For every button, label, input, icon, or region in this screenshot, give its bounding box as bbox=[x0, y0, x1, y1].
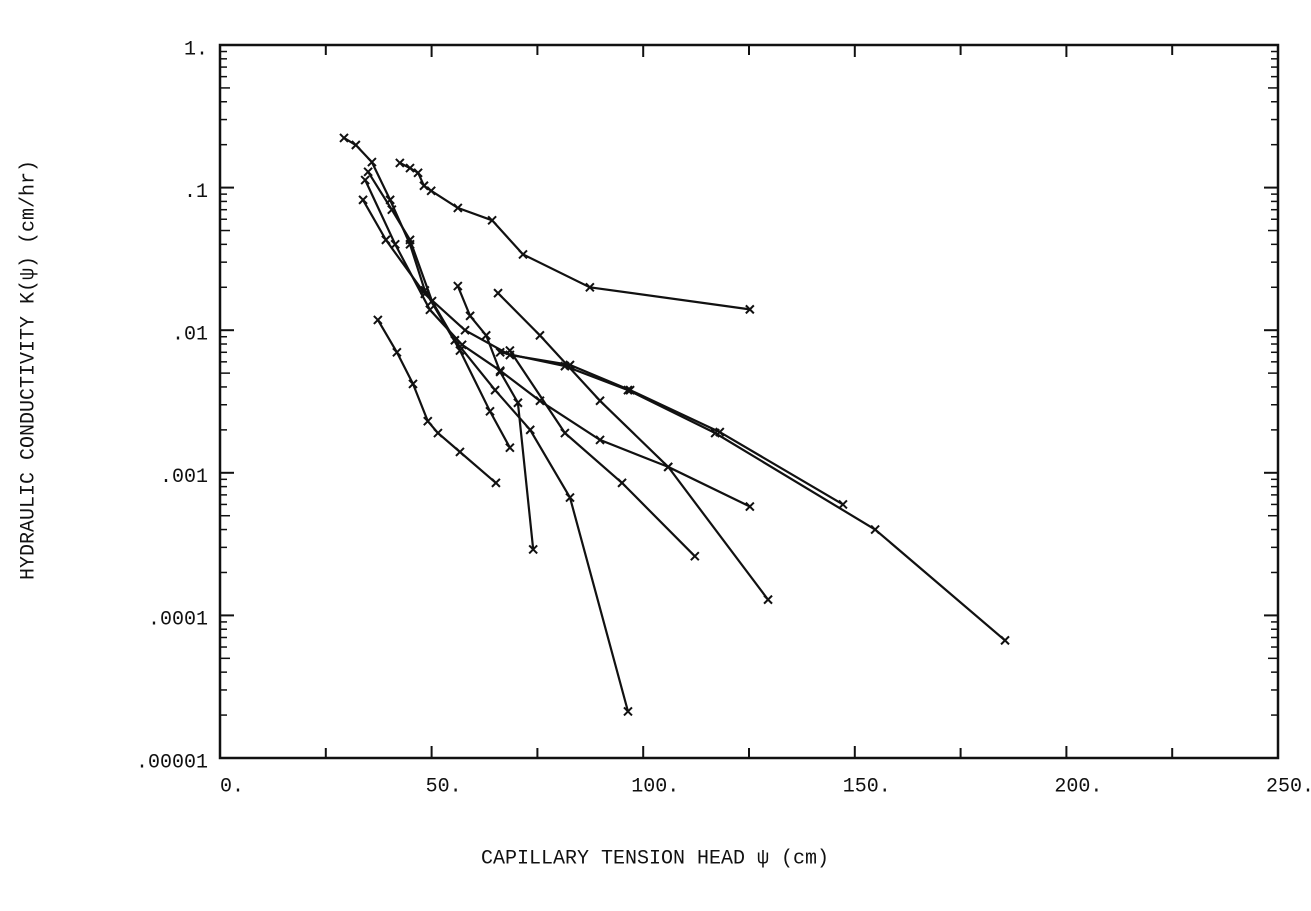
y-tick-label: .1 bbox=[184, 181, 208, 204]
point-marker bbox=[560, 428, 570, 438]
point-marker bbox=[413, 168, 423, 178]
point-marker bbox=[387, 204, 397, 215]
series-line bbox=[499, 351, 1006, 642]
point-marker bbox=[395, 158, 405, 168]
point-marker bbox=[425, 305, 435, 315]
y-tick-label: .00001 bbox=[136, 751, 208, 774]
point-marker bbox=[505, 442, 515, 453]
point-marker bbox=[392, 347, 402, 357]
point-marker bbox=[405, 163, 415, 173]
point-marker bbox=[763, 594, 773, 605]
point-marker bbox=[487, 215, 497, 225]
point-marker bbox=[505, 345, 515, 356]
point-marker bbox=[870, 524, 880, 535]
point-marker bbox=[360, 175, 370, 185]
point-marker bbox=[745, 501, 755, 512]
point-marker bbox=[838, 499, 848, 510]
y-tick-label: .01 bbox=[172, 323, 208, 346]
point-marker bbox=[390, 239, 400, 250]
point-marker bbox=[426, 186, 436, 196]
point-marker bbox=[495, 367, 505, 377]
series-line bbox=[508, 349, 696, 557]
point-marker bbox=[373, 315, 383, 325]
point-marker bbox=[495, 347, 505, 357]
point-marker bbox=[419, 181, 429, 191]
point-marker bbox=[745, 304, 755, 315]
point-marker bbox=[485, 406, 495, 416]
point-marker bbox=[493, 288, 503, 298]
point-marker bbox=[460, 325, 470, 335]
point-marker bbox=[663, 462, 673, 472]
point-marker bbox=[423, 416, 433, 426]
point-marker bbox=[405, 235, 415, 245]
point-marker bbox=[453, 203, 463, 213]
point-marker bbox=[491, 478, 501, 488]
point-marker bbox=[481, 330, 491, 341]
series-line bbox=[399, 161, 750, 311]
point-marker bbox=[617, 478, 627, 488]
point-marker bbox=[465, 311, 475, 321]
point-marker bbox=[453, 281, 463, 291]
point-marker bbox=[565, 492, 575, 503]
y-axis-label: HYDRAULIC CONDUCTIVITY K(ψ) (cm/hr) bbox=[17, 160, 40, 580]
point-marker bbox=[455, 447, 465, 457]
point-marker bbox=[595, 396, 605, 406]
point-marker bbox=[457, 340, 467, 350]
series-line bbox=[362, 199, 844, 506]
point-marker bbox=[535, 330, 545, 341]
point-marker bbox=[367, 157, 377, 167]
point-marker bbox=[518, 249, 528, 260]
point-marker bbox=[560, 361, 570, 371]
point-marker bbox=[525, 425, 535, 435]
point-marker bbox=[408, 379, 418, 389]
y-tick-label: .0001 bbox=[148, 609, 208, 632]
x-tick-label: 250. bbox=[1266, 775, 1311, 798]
series-line bbox=[364, 179, 769, 601]
x-tick-label: 200. bbox=[1054, 775, 1102, 798]
series-line bbox=[376, 319, 497, 484]
point-marker bbox=[690, 551, 700, 561]
x-tick-label: 100. bbox=[631, 775, 679, 798]
point-marker bbox=[710, 428, 720, 438]
point-marker bbox=[513, 398, 523, 408]
point-marker bbox=[528, 544, 538, 555]
point-marker bbox=[339, 133, 349, 143]
point-marker bbox=[623, 385, 633, 395]
point-marker bbox=[351, 140, 361, 150]
series-line bbox=[497, 292, 751, 508]
series-line bbox=[456, 285, 535, 550]
point-marker bbox=[623, 706, 633, 717]
plot-frame bbox=[218, 43, 1280, 760]
y-tick-label: .001 bbox=[160, 466, 208, 489]
point-marker bbox=[381, 235, 391, 245]
x-tick-label: 0. bbox=[220, 775, 244, 798]
point-marker bbox=[585, 282, 595, 292]
y-tick-label: 1. bbox=[184, 38, 208, 61]
series-line bbox=[367, 171, 630, 712]
point-marker bbox=[433, 428, 443, 438]
x-tick-label: 150. bbox=[843, 775, 891, 798]
point-marker bbox=[595, 435, 605, 445]
point-marker bbox=[455, 345, 465, 356]
x-axis-label: CAPILLARY TENSION HEAD ψ (cm) bbox=[481, 847, 829, 870]
point-marker bbox=[490, 385, 500, 395]
point-marker bbox=[358, 195, 368, 205]
point-marker bbox=[1000, 635, 1010, 646]
x-tick-label: 50. bbox=[426, 775, 462, 798]
point-marker bbox=[363, 167, 373, 177]
point-marker bbox=[450, 335, 460, 345]
